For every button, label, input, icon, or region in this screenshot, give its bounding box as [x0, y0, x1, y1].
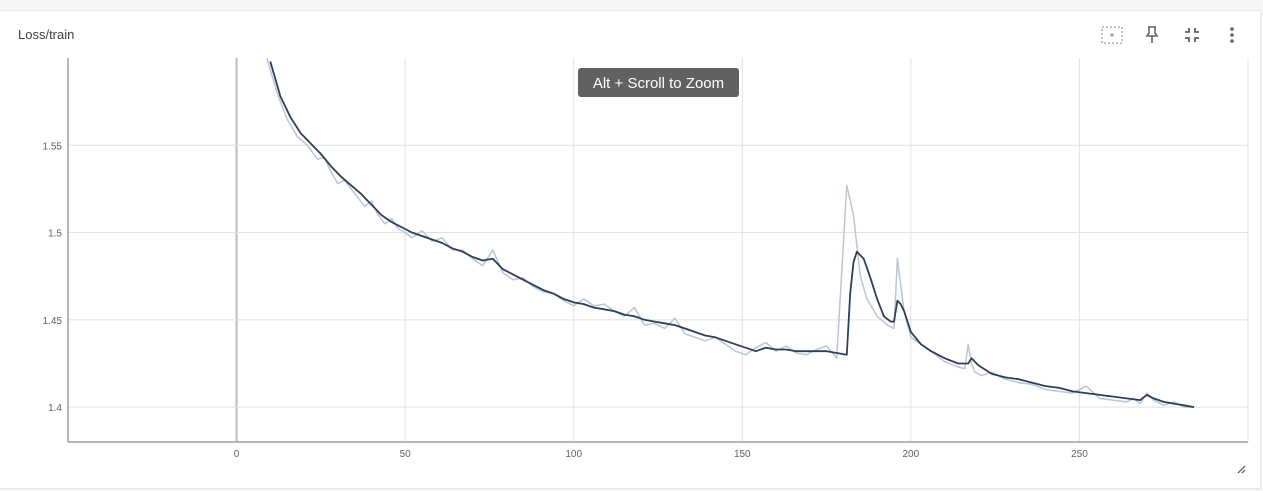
x-tick-label: 0 — [234, 449, 240, 460]
smoothed-series-line — [269, 61, 1195, 408]
y-tick-label: 1.5 — [48, 229, 62, 240]
chart-grid — [68, 58, 1249, 442]
more-button[interactable] — [1212, 23, 1252, 47]
card-toolbar — [1092, 23, 1252, 47]
y-tick-label: 1.45 — [43, 316, 63, 327]
chart-series — [266, 58, 1195, 408]
fit-domain-button[interactable] — [1092, 23, 1132, 47]
card-title: Loss/train — [18, 27, 75, 42]
resize-handle-icon[interactable] — [1236, 464, 1246, 474]
pin-icon — [1145, 26, 1159, 43]
collapse-icon — [1185, 28, 1199, 42]
x-tick-label: 150 — [734, 449, 751, 460]
zoom-hint-tooltip: Alt + Scroll to Zoom — [578, 68, 739, 97]
x-tick-label: 250 — [1071, 449, 1088, 460]
y-tick-label: 1.4 — [48, 403, 62, 414]
chart-tick-labels: 0 50 100 150 200 250 1.4 1.45 1.5 1.55 — [43, 141, 1089, 460]
y-tick-label: 1.55 — [43, 141, 63, 152]
x-tick-label: 200 — [903, 449, 920, 460]
x-tick-label: 50 — [400, 449, 412, 460]
chart-axes — [67, 58, 1248, 443]
x-tick-label: 100 — [565, 449, 582, 460]
pin-button[interactable] — [1132, 23, 1172, 47]
zoom-hint-text: Alt + Scroll to Zoom — [593, 75, 724, 92]
collapse-button[interactable] — [1172, 23, 1212, 47]
zoom-hint-background — [578, 68, 739, 97]
line-chart[interactable]: 0 50 100 150 200 250 1.4 1.45 1.5 1.55 Alt + Scro… — [0, 11, 1261, 490]
scalar-card: Loss/train — [0, 10, 1261, 489]
more-vert-icon — [1230, 27, 1234, 43]
fit-domain-icon — [1101, 26, 1123, 44]
